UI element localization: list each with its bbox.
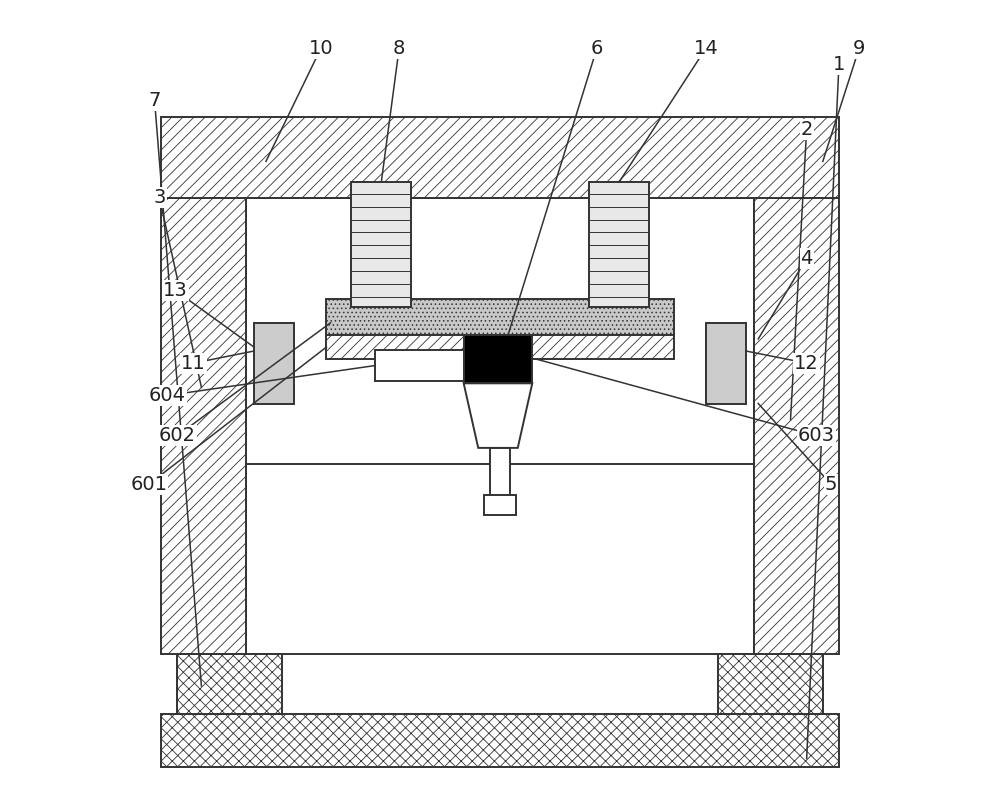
Bar [464, 335, 532, 383]
Text: 1: 1 [833, 55, 845, 74]
Bar [254, 323, 294, 404]
Bar [161, 198, 246, 654]
Bar [351, 182, 411, 307]
Text: 5: 5 [825, 475, 837, 494]
Text: 12: 12 [794, 353, 819, 373]
Bar [484, 495, 516, 515]
Text: 3: 3 [153, 188, 166, 207]
Text: 13: 13 [163, 281, 188, 300]
Bar [326, 335, 674, 359]
Polygon shape [464, 383, 532, 448]
Bar [161, 117, 839, 198]
Text: 604: 604 [149, 386, 186, 405]
Bar [375, 350, 464, 381]
Text: 601: 601 [130, 475, 167, 494]
Text: 11: 11 [181, 353, 206, 373]
Text: 14: 14 [693, 39, 718, 58]
Bar [754, 198, 839, 654]
Bar [706, 323, 746, 404]
Bar [177, 654, 282, 714]
Bar [718, 654, 823, 714]
Text: 603: 603 [798, 426, 835, 445]
Text: 10: 10 [309, 39, 333, 58]
Bar [490, 448, 510, 496]
Text: 602: 602 [159, 426, 196, 445]
Bar [589, 182, 649, 307]
Bar [326, 299, 674, 335]
Bar [161, 714, 839, 767]
Text: 6: 6 [591, 39, 603, 58]
Text: 2: 2 [800, 119, 813, 139]
Bar [246, 198, 754, 654]
Text: 7: 7 [148, 91, 161, 111]
Text: 9: 9 [853, 39, 865, 58]
Text: 8: 8 [393, 39, 405, 58]
Text: 4: 4 [800, 249, 813, 268]
